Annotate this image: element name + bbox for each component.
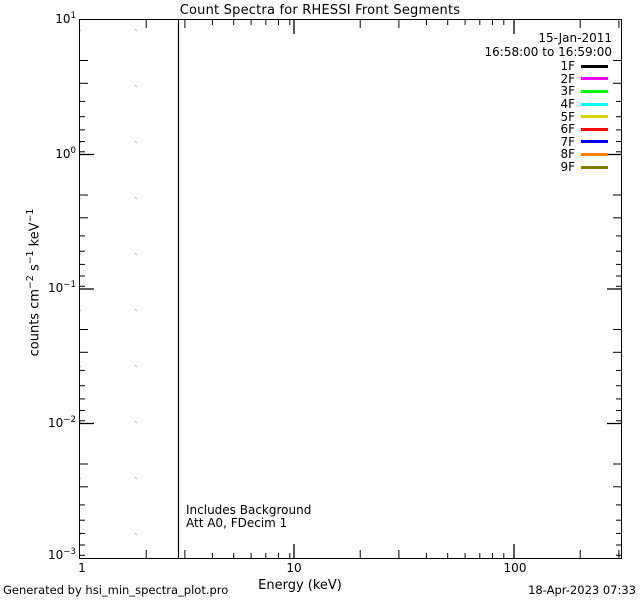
legend-item[interactable]: 7F <box>380 136 612 149</box>
legend-entries: 1F 2F 3F 4F 5F 6F <box>380 60 612 173</box>
annotation-includes-background: Includes Background <box>186 503 312 517</box>
y-tick-label: 10−1 <box>48 280 76 295</box>
legend-item-label: 8F <box>560 147 575 162</box>
legend-item-label: 3F <box>560 84 575 99</box>
legend-item[interactable]: 6F <box>380 123 612 136</box>
footer-timestamp: 18-Apr-2023 07:33 <box>528 583 636 597</box>
legend-time-range: 16:58:00 to 16:59:00 <box>484 45 612 59</box>
legend-item-label: 1F <box>560 59 575 74</box>
legend-item[interactable]: 1F <box>380 60 612 73</box>
legend-item[interactable]: 2F <box>380 73 612 86</box>
legend-date: 15-Jan-2011 <box>538 31 612 45</box>
legend-item-label: 7F <box>560 134 575 149</box>
legend-color-swatch <box>581 140 608 144</box>
legend-item-label: 6F <box>560 122 575 137</box>
legend-color-swatch <box>581 64 608 68</box>
legend-color-swatch <box>581 152 608 156</box>
annotation-attenuator: Att A0, FDecim 1 <box>186 516 288 530</box>
legend: 15-Jan-2011 16:58:00 to 16:59:00 1F 2F 3… <box>380 31 612 173</box>
legend-item[interactable]: 9F <box>380 161 612 174</box>
x-tick-label: 10 <box>286 561 302 575</box>
x-axis-title: Energy (keV) <box>258 578 342 593</box>
legend-item-label: 4F <box>560 97 575 112</box>
y-tick-label: 10−3 <box>48 547 76 562</box>
y-tick-label: 100 <box>55 146 76 161</box>
x-axis-tick-labels: 1 10 100 <box>0 562 640 582</box>
legend-item[interactable]: 4F <box>380 98 612 111</box>
legend-color-swatch <box>581 165 608 169</box>
y-axis-title: counts cm−2 s−1 keV−1 <box>25 208 43 357</box>
legend-item[interactable]: 8F <box>380 148 612 161</box>
legend-color-swatch <box>581 102 608 106</box>
y-axis-tick-labels: 101 100 10−1 10−2 10−3 <box>10 0 76 600</box>
legend-item[interactable]: 5F <box>380 110 612 123</box>
chart-title: Count Spectra for RHESSI Front Segments <box>179 3 461 18</box>
x-tick-label: 100 <box>503 561 527 575</box>
legend-color-swatch <box>581 115 608 119</box>
footer-generator: Generated by hsi_min_spectra_plot.pro <box>3 583 229 597</box>
legend-item-label: 5F <box>560 109 575 124</box>
legend-color-swatch <box>581 127 608 131</box>
axis-ticks <box>80 20 621 558</box>
plot-annotations: Includes Background Att A0, FDecim 1 <box>186 504 311 530</box>
legend-item-label: 2F <box>560 71 575 86</box>
hatched-exclusion-band <box>80 20 180 558</box>
legend-item[interactable]: 3F <box>380 85 612 98</box>
legend-item-label: 9F <box>560 160 575 175</box>
legend-color-swatch <box>581 77 608 81</box>
legend-color-swatch <box>581 89 608 93</box>
y-tick-label: 10−2 <box>48 415 76 430</box>
x-tick-label: 1 <box>78 561 86 575</box>
y-tick-label: 101 <box>55 11 76 26</box>
plot-area: Includes Background Att A0, FDecim 1 <box>79 19 622 559</box>
